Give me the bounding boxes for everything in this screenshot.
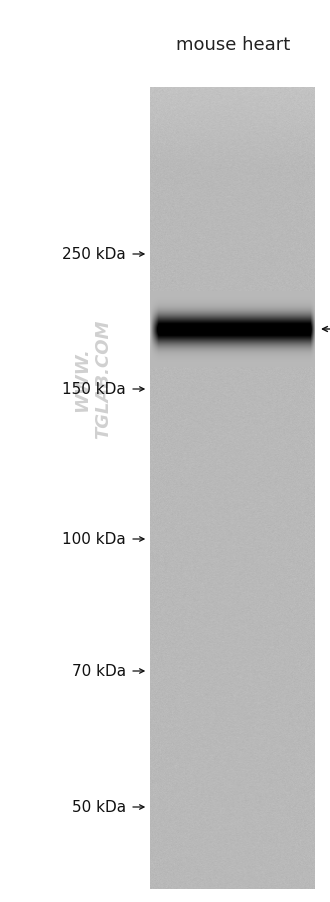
Text: 150 kDa: 150 kDa — [62, 382, 126, 397]
Text: WWW.
TGLAB.COM: WWW. TGLAB.COM — [73, 319, 112, 438]
Text: 50 kDa: 50 kDa — [72, 799, 126, 815]
Text: 250 kDa: 250 kDa — [62, 247, 126, 262]
Text: 70 kDa: 70 kDa — [72, 664, 126, 678]
Text: 100 kDa: 100 kDa — [62, 532, 126, 547]
Text: mouse heart: mouse heart — [176, 36, 290, 54]
